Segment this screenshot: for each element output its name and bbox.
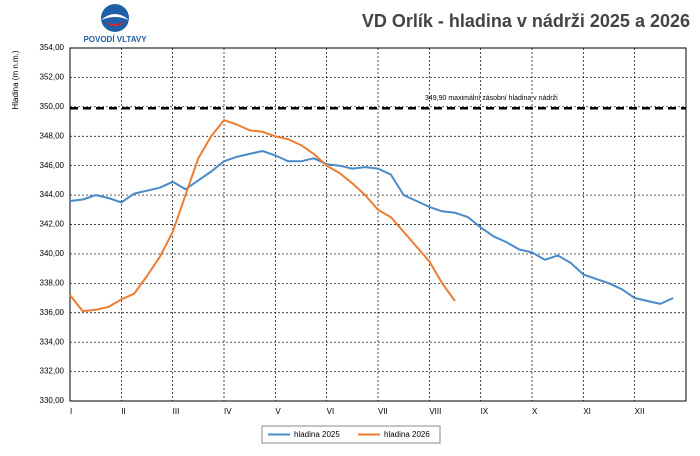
x-tick-label: I	[70, 407, 72, 416]
logo-wave	[104, 22, 126, 26]
y-tick-label: 350,00	[40, 102, 65, 111]
y-tick-label: 338,00	[40, 278, 65, 287]
y-tick-label: 354,00	[40, 43, 65, 52]
y-tick-label: 330,00	[40, 396, 65, 405]
x-tick-label: IV	[224, 407, 232, 416]
y-tick-label: 346,00	[40, 161, 65, 170]
x-tick-label: VI	[327, 407, 335, 416]
logo-text: POVODÍ VLTAVY	[83, 35, 147, 44]
y-tick-label: 336,00	[40, 308, 65, 317]
series-line	[69, 119, 456, 313]
y-tick-label: 334,00	[40, 337, 65, 346]
x-tick-label: XII	[635, 407, 645, 416]
x-tick-label: IX	[481, 407, 489, 416]
legend-label: hladina 2026	[384, 430, 430, 439]
series-line	[69, 150, 674, 305]
x-tick-label: II	[121, 407, 125, 416]
y-tick-label: 344,00	[40, 190, 65, 199]
x-tick-label: VII	[378, 407, 388, 416]
y-axis-label: Hladina (m n.m.)	[11, 50, 20, 109]
logo: POVODÍ VLTAVY	[83, 4, 147, 44]
legend-label: hladina 2025	[294, 430, 340, 439]
y-tick-label: 352,00	[40, 73, 65, 82]
y-tick-label: 332,00	[40, 367, 65, 376]
y-tick-label: 342,00	[40, 220, 65, 229]
x-tick-label: V	[275, 407, 281, 416]
x-tick-label: VIII	[429, 407, 441, 416]
legend-box	[261, 425, 441, 444]
x-tick-label: X	[532, 407, 538, 416]
chart-title: VD Orlík - hladina v nádrži 2025 a 2026	[362, 11, 690, 31]
logo-wave	[101, 14, 129, 20]
y-tick-label: 348,00	[40, 131, 65, 140]
x-tick-label: III	[173, 407, 180, 416]
reference-label: 349,90 maximální zásobní hladina v nádrž…	[425, 95, 558, 102]
x-tick-label: XI	[583, 407, 591, 416]
y-tick-label: 340,00	[40, 249, 65, 258]
logo-mark	[101, 4, 129, 32]
